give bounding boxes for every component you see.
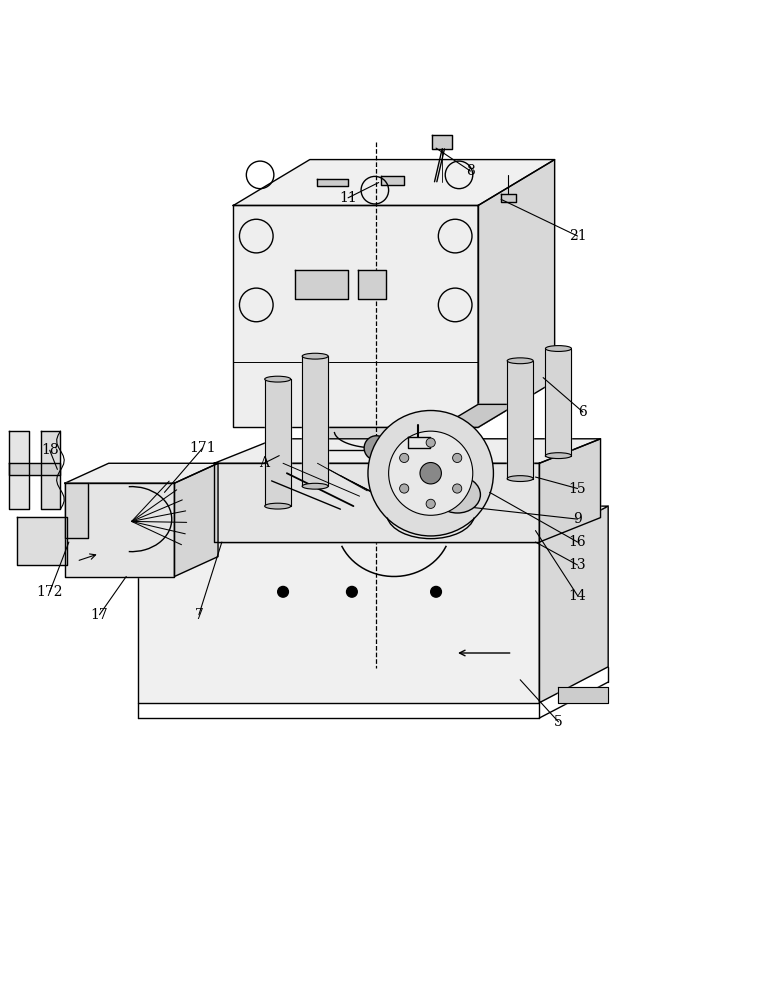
Polygon shape	[233, 205, 478, 427]
Text: 21: 21	[568, 229, 587, 243]
Circle shape	[453, 453, 462, 463]
Circle shape	[399, 453, 409, 463]
Polygon shape	[408, 437, 430, 448]
Circle shape	[420, 463, 441, 484]
Polygon shape	[65, 483, 174, 576]
Circle shape	[399, 484, 409, 493]
Circle shape	[368, 410, 493, 536]
Polygon shape	[17, 517, 67, 565]
Ellipse shape	[507, 358, 533, 364]
Text: 8: 8	[466, 164, 475, 178]
Ellipse shape	[265, 376, 291, 382]
Polygon shape	[317, 427, 440, 450]
Polygon shape	[358, 270, 386, 299]
Ellipse shape	[302, 353, 328, 359]
Text: 18: 18	[41, 443, 59, 457]
Text: 7: 7	[194, 608, 203, 622]
Polygon shape	[233, 160, 555, 205]
Text: 6: 6	[578, 405, 588, 419]
Polygon shape	[138, 542, 539, 703]
Ellipse shape	[435, 476, 480, 513]
Polygon shape	[478, 160, 555, 427]
Polygon shape	[138, 506, 608, 542]
Text: 9: 9	[573, 512, 582, 526]
Polygon shape	[317, 179, 348, 186]
Text: 11: 11	[339, 191, 357, 205]
Polygon shape	[381, 176, 404, 185]
Polygon shape	[295, 270, 348, 299]
Polygon shape	[501, 194, 516, 202]
Polygon shape	[174, 463, 218, 576]
Ellipse shape	[545, 453, 571, 459]
Circle shape	[453, 484, 462, 493]
Circle shape	[347, 586, 357, 597]
Polygon shape	[539, 439, 601, 542]
Text: A: A	[259, 456, 269, 470]
Polygon shape	[214, 463, 539, 542]
Text: 15: 15	[568, 482, 587, 496]
Circle shape	[278, 586, 288, 597]
Text: 5: 5	[554, 715, 563, 729]
Polygon shape	[9, 431, 29, 509]
Polygon shape	[507, 361, 533, 479]
Ellipse shape	[507, 476, 533, 482]
Polygon shape	[545, 349, 571, 456]
Text: 172: 172	[37, 585, 63, 599]
Polygon shape	[41, 431, 60, 509]
Polygon shape	[432, 135, 452, 149]
Polygon shape	[539, 506, 608, 703]
Polygon shape	[558, 687, 608, 703]
Text: 13: 13	[568, 558, 587, 572]
Polygon shape	[214, 439, 601, 463]
Circle shape	[431, 586, 441, 597]
Text: 17: 17	[90, 608, 109, 622]
Text: 14: 14	[568, 589, 587, 603]
Polygon shape	[440, 404, 516, 427]
Circle shape	[426, 438, 435, 447]
Ellipse shape	[265, 503, 291, 509]
Ellipse shape	[545, 346, 571, 351]
Polygon shape	[302, 356, 328, 486]
Text: 16: 16	[568, 535, 587, 549]
Polygon shape	[9, 463, 60, 475]
Ellipse shape	[302, 483, 328, 489]
Polygon shape	[65, 463, 218, 483]
Polygon shape	[65, 483, 88, 538]
Text: 171: 171	[190, 441, 216, 455]
Polygon shape	[265, 379, 291, 506]
Circle shape	[389, 431, 473, 515]
Circle shape	[364, 436, 389, 460]
Circle shape	[426, 499, 435, 508]
